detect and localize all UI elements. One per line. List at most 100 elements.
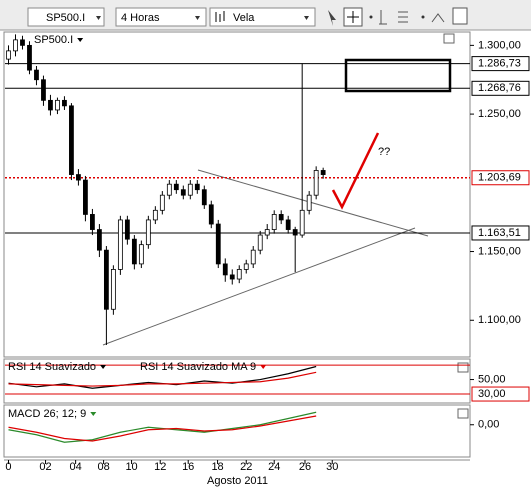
y-tick-label: 1.150,00 (478, 245, 521, 257)
trend-line (102, 227, 416, 346)
price-panel (3, 31, 471, 358)
candle-body (34, 69, 39, 81)
level-label: 1.163,51 (478, 227, 521, 239)
x-axis-title: Agosto 2011 (207, 475, 268, 487)
candle-body (69, 105, 74, 175)
dropdown-arrow (304, 16, 309, 20)
timeframe-dropdown[interactable] (115, 7, 207, 27)
hline-tool[interactable] (398, 11, 408, 23)
candle-body (13, 39, 18, 52)
candle-body (243, 263, 249, 270)
x-tick-label: 08 (97, 461, 109, 473)
candle-body (90, 214, 95, 230)
draw-tool[interactable] (431, 13, 445, 23)
x-tick-label: 0 (5, 461, 11, 473)
dropdown-arrow (100, 365, 107, 369)
candle-body (48, 99, 53, 111)
candle-body (306, 194, 312, 211)
candle-body (208, 204, 214, 225)
template-tool[interactable] (452, 7, 468, 25)
y-tick-label: 1.250,00 (478, 108, 521, 120)
chart-style: Vela (233, 12, 255, 24)
panel-button[interactable] (457, 408, 469, 419)
candle-body (96, 229, 102, 251)
menu-dot[interactable] (421, 15, 425, 19)
legend-entry: RSI 14 Suavizado (8, 361, 96, 373)
y-tick-label: 1.300,00 (478, 39, 521, 51)
crosshair-icon (347, 11, 359, 23)
candle-body (299, 209, 305, 236)
candle-body (236, 269, 242, 280)
panel-button[interactable] (443, 33, 455, 44)
candle-body (271, 214, 277, 230)
candle-body (180, 189, 186, 196)
candle-body (285, 219, 291, 230)
macd-panel (3, 404, 471, 458)
candle-body (194, 183, 200, 191)
x-tick-label: 10 (125, 461, 137, 473)
legend-entry: RSI 14 Suavizado MA 9 (140, 361, 256, 373)
x-tick-label: 04 (69, 461, 81, 473)
candle-body (229, 274, 235, 280)
candle-body (215, 223, 221, 265)
rsi-panel (3, 358, 471, 404)
candle-body (201, 189, 207, 206)
candle-body (83, 179, 88, 215)
dropdown-arrow (260, 365, 267, 369)
candle-body (320, 170, 326, 175)
symbol: SP500.I (46, 12, 85, 24)
candle-body (222, 263, 228, 276)
candle-body (292, 229, 298, 236)
level-label-box (471, 80, 530, 96)
dropdown-arrow (195, 16, 200, 20)
level-label-box (471, 170, 530, 186)
y-tick-label: 50,00 (478, 373, 506, 385)
candle-body (62, 99, 67, 107)
candle-body (159, 194, 165, 211)
candle-body (257, 234, 263, 251)
candle-body (173, 183, 179, 191)
menu-dot[interactable] (369, 15, 373, 19)
x-tick-label: 12 (154, 461, 166, 473)
candle-body (187, 183, 193, 196)
level-label: 1.268,76 (478, 82, 521, 94)
timeframe: 4 Horas (121, 12, 160, 24)
level-label: 1.286,73 (478, 58, 521, 70)
indicator-line (8, 371, 317, 387)
symbol-dropdown[interactable] (27, 7, 105, 27)
level-label: 1.203,69 (478, 172, 521, 184)
line-tool[interactable] (379, 10, 387, 25)
annotation: ?? (378, 146, 390, 158)
candle-body (55, 99, 60, 111)
level-label: 30,00 (478, 388, 506, 400)
x-tick-label: 22 (240, 461, 252, 473)
level-label-box (471, 56, 530, 72)
x-tick-label: 18 (211, 461, 223, 473)
level-label-box (471, 225, 530, 241)
candle-body (145, 219, 151, 246)
level-label-box (471, 386, 530, 402)
candle-body (264, 229, 270, 236)
x-tick-label: 02 (39, 461, 51, 473)
candle-body (110, 269, 116, 310)
candle-body (313, 170, 319, 196)
y-tick-label: 0,00 (478, 419, 499, 431)
drawn-check (331, 132, 380, 210)
candle-body (20, 39, 25, 46)
candle-body (250, 249, 256, 265)
candle-body (152, 209, 158, 221)
x-tick-label: 26 (299, 461, 311, 473)
x-tick-label: 30 (326, 461, 338, 473)
chart-title: SP500.I (34, 34, 73, 46)
candle-body (138, 244, 144, 265)
dropdown-arrow (77, 38, 84, 42)
style-dropdown[interactable] (209, 7, 316, 27)
cursor-tool[interactable] (328, 10, 336, 26)
panel-button[interactable] (457, 362, 469, 373)
y-tick-label: 1.100,00 (478, 314, 521, 326)
x-tick-label: 16 (182, 461, 194, 473)
candle-body (76, 174, 81, 181)
candle-body (278, 214, 284, 221)
